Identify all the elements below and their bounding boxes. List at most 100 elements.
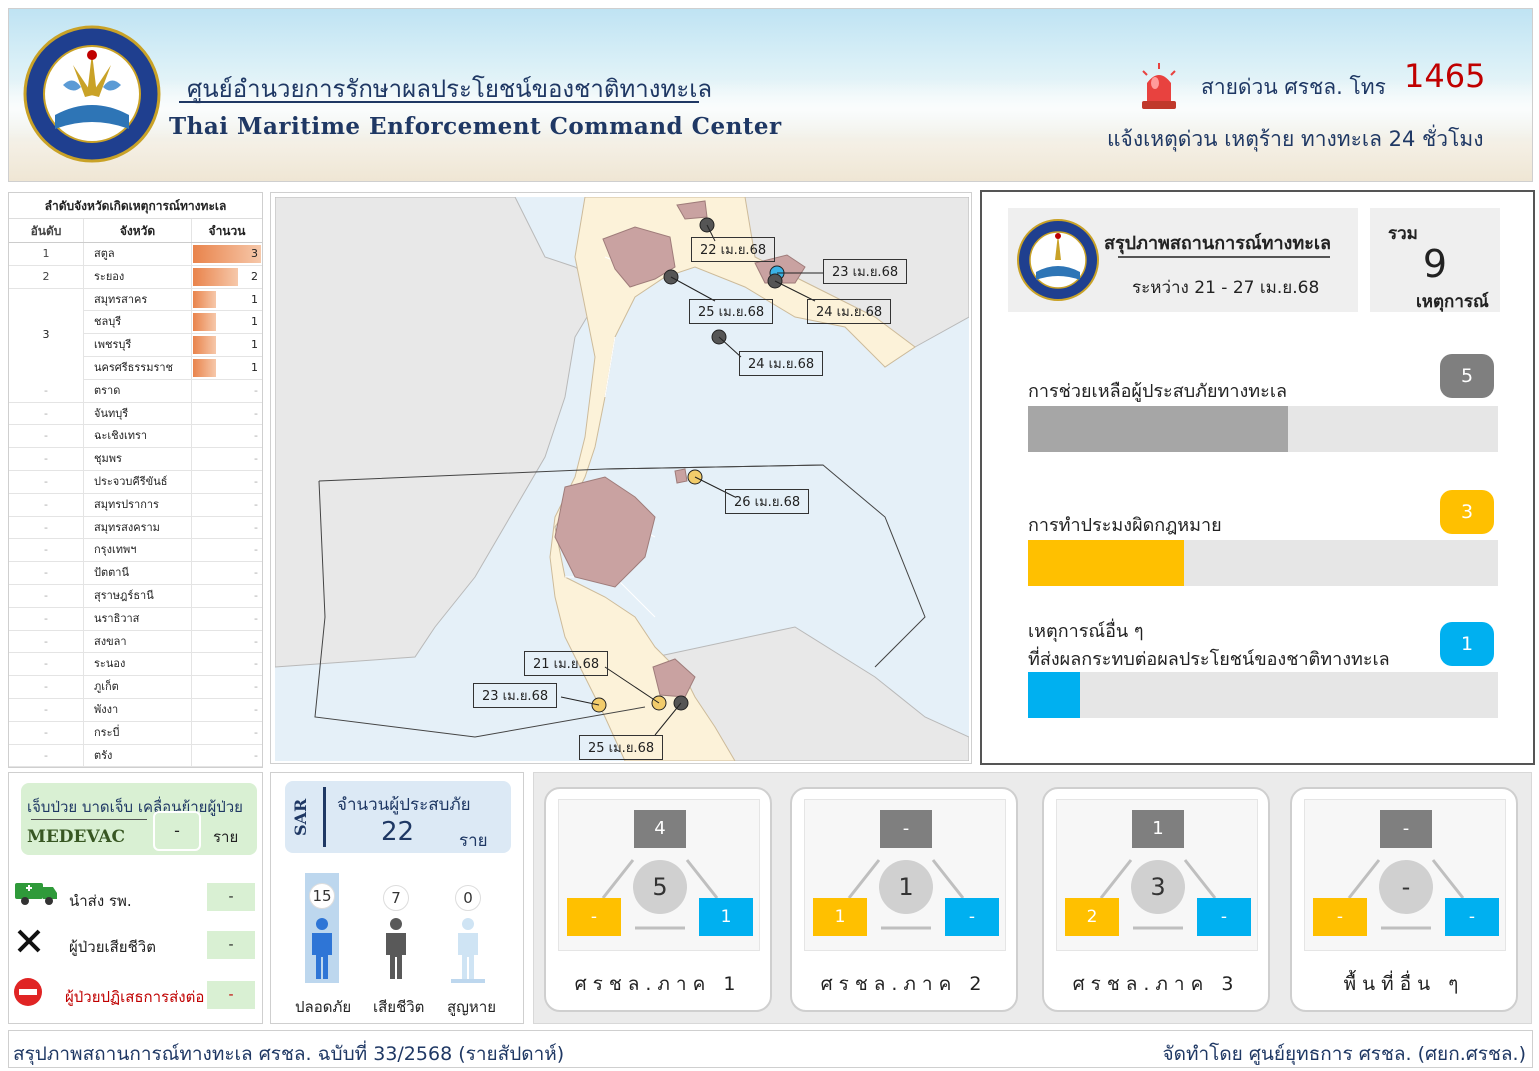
region-left-value: 2	[1065, 898, 1119, 936]
count-value: 1	[251, 292, 258, 306]
sar-unit: ราย	[459, 831, 488, 851]
count-value: -	[254, 543, 258, 557]
map-label-3: 25 เม.ย.68	[689, 299, 774, 324]
ranking-row: 3ชลบุรี1	[9, 311, 262, 335]
region-top-value: -	[880, 810, 932, 848]
province-cell: ปัตตานี	[83, 562, 191, 584]
region-total: -	[1379, 860, 1433, 914]
footer-right: จัดทำโดย ศูนย์ยุทธการ ศรชล. (ศยก.ศรชล.)	[1162, 1043, 1526, 1065]
medevac-dead-label: ผู้ป่วยเสียชีวิต	[69, 938, 156, 956]
person-safe-icon	[312, 918, 332, 979]
count-cell: -	[191, 562, 262, 584]
ranking-row: - สุราษฎร์ธานี -	[9, 584, 262, 608]
rank-cell: -	[44, 634, 48, 648]
rank-cell: -	[44, 588, 48, 602]
total-unit: เหตุการณ์	[1416, 292, 1489, 312]
tmecc-logo-small	[1017, 219, 1099, 301]
ranking-row: - ชุมพร -	[9, 448, 262, 471]
footer-left: สรุปภาพสถานการณ์ทางทะเล ศรชล. ฉบับที่ 33…	[13, 1043, 565, 1065]
count-value: -	[254, 748, 258, 762]
hotline-number: 1465	[1404, 57, 1486, 95]
region-top-value: -	[1380, 810, 1432, 848]
ranking-row: - นราธิวาส -	[9, 607, 262, 631]
region-connector-lines	[601, 859, 719, 930]
person-dead-icon	[386, 918, 406, 979]
count-value: 3	[251, 247, 258, 260]
region-card-3: 1 3 2 - ศรชล.ภาค 3	[1042, 787, 1270, 1012]
medevac-dead-value: -	[207, 931, 255, 959]
title-english: Thai Maritime Enforcement Command Center	[169, 113, 782, 140]
dead-count: 7	[383, 885, 409, 911]
medevac-refuse-label: ผู้ป่วยปฏิเสธการส่งต่อ	[65, 988, 205, 1006]
person-missing-icon	[458, 918, 478, 979]
count-cell: 1	[191, 288, 262, 311]
count-cell: 1	[191, 356, 262, 379]
count-cell: -	[191, 425, 262, 448]
count-value: 1	[251, 315, 258, 329]
region-diagram: ----	[1304, 799, 1506, 951]
map-label-7: 21 เม.ย.68	[524, 651, 609, 676]
count-bar	[193, 313, 216, 332]
rank-cell: -	[44, 497, 48, 511]
cat-fishing-label: การทำประมงผิดกฎหมาย	[1028, 515, 1222, 536]
count-cell: -	[191, 653, 262, 676]
province-cell: กระบี่	[83, 721, 191, 744]
region-card-2: -1 1- ศรชล.ภาค 2	[790, 787, 1018, 1012]
ranking-row: - สงขลา -	[9, 630, 262, 654]
count-cell: -	[191, 379, 262, 402]
count-cell: -	[191, 539, 262, 562]
count-value: -	[254, 429, 258, 443]
province-cell: ชุมพร	[83, 448, 191, 470]
map-label-4: 24 เม.ย.68	[807, 299, 892, 324]
map-label-5: 24 เม.ย.68	[739, 351, 824, 376]
ranking-row: - ระนอง -	[9, 653, 262, 677]
ranking-row: - สมุทรสงคราม -	[9, 516, 262, 540]
cat-other-label-1: เหตุการณ์อื่น ๆ	[1028, 621, 1144, 642]
count-cell: 1	[191, 334, 262, 356]
hotline-label: สายด่วน ศรชล. โทร	[1201, 75, 1386, 99]
map-label-8: 23 เม.ย.68	[473, 683, 558, 708]
count-value: 1	[251, 338, 258, 352]
medevac-refuse-value: -	[207, 981, 255, 1009]
province-cell: กรุงเทพฯ	[83, 539, 191, 562]
region-right-value: -	[945, 898, 999, 936]
sar-total: 22	[381, 817, 415, 847]
summary-total-box: รวม 9 เหตุการณ์	[1370, 208, 1500, 312]
region-name: พื้นที่อื่น ๆ	[1343, 973, 1465, 995]
rank-cell: -	[44, 680, 48, 694]
ranking-row: - พังงา -	[9, 698, 262, 722]
province-cell: สมุทรสาคร	[83, 288, 191, 311]
region-right-value: -	[1197, 898, 1251, 936]
province-cell: สมุทรปราการ	[83, 493, 191, 516]
summary-period: ระหว่าง 21 - 27 เม.ย.68	[1132, 278, 1320, 298]
rank-cell: -	[44, 474, 48, 488]
province-cell: เพชรบุรี	[83, 334, 191, 356]
medevac-box: เจ็บป่วย บาดเจ็บ เคลื่อนย้ายผู้ป่วย MEDE…	[21, 783, 257, 855]
count-value: -	[254, 520, 258, 534]
sar-title: จำนวนผู้ประสบภัย	[337, 795, 471, 815]
count-value: -	[254, 680, 258, 694]
ranking-row: - จันทบุรี -	[9, 402, 262, 426]
cat-other-bar	[1028, 672, 1080, 718]
region-left-value: -	[1313, 898, 1367, 936]
sar-box: SAR จำนวนผู้ประสบภัย 22 ราย	[285, 781, 511, 853]
header-rank: อันดับ	[30, 224, 62, 238]
total-label: รวม	[1388, 224, 1418, 244]
region-diagram: 4 5- 1	[558, 799, 760, 951]
rank-cell: -	[44, 520, 48, 534]
count-cell: -	[191, 470, 262, 493]
region-left-value: 1	[813, 898, 867, 936]
total-value: 9	[1422, 242, 1448, 286]
missing-label: สูญหาย	[447, 998, 497, 1016]
ranking-row: - ตรัง -	[9, 744, 262, 768]
count-value: -	[254, 474, 258, 488]
count-bar	[193, 267, 239, 286]
province-cell: ฉะเชิงเทรา	[83, 425, 191, 448]
rank-cell: 1	[42, 247, 50, 260]
rank-cell: -	[44, 748, 48, 762]
title-underline	[179, 101, 699, 103]
medevac-value: -	[153, 811, 201, 851]
hotline-subtitle: แจ้งเหตุด่วน เหตุร้าย ทางทะเล 24 ชั่วโมง	[1107, 127, 1484, 151]
header-banner: ศูนย์อำนวยการรักษาผลประโยชน์ของชาติทางทะ…	[8, 8, 1533, 182]
